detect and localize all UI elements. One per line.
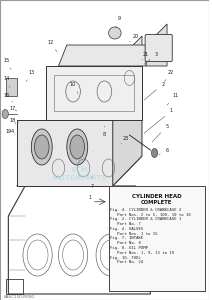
Text: 13: 13 [26,70,34,82]
Ellipse shape [35,135,49,159]
Text: Fig. 8. OIL PUMP: Fig. 8. OIL PUMP [110,246,148,250]
Polygon shape [17,120,113,186]
Ellipse shape [70,135,85,159]
Polygon shape [113,36,142,120]
Polygon shape [113,90,142,186]
Text: Part No. 8: Part No. 8 [110,241,141,245]
Text: 16: 16 [3,94,13,102]
Text: 8: 8 [103,126,106,137]
Text: 12: 12 [47,40,57,52]
Circle shape [151,148,158,158]
Text: Part Nos. 2 to 5, 100, 10 to 18: Part Nos. 2 to 5, 100, 10 to 18 [110,212,191,216]
Text: ECM
MOTORPARTS: ECM MOTORPARTS [52,167,106,181]
Text: Fig. 10. FUEL: Fig. 10. FUEL [110,256,141,260]
Text: 5: 5 [152,124,169,142]
Text: 4: 4 [11,123,16,134]
Ellipse shape [31,129,52,165]
Text: 17: 17 [9,106,17,111]
Polygon shape [17,156,142,186]
Polygon shape [59,45,146,66]
FancyBboxPatch shape [145,34,172,62]
Text: Fig. 7. INTAKE: Fig. 7. INTAKE [110,236,144,240]
Text: 2: 2 [144,82,165,100]
Text: Part No. 7: Part No. 7 [110,222,141,226]
Text: 19: 19 [5,130,15,135]
Text: CYLINDER HEAD: CYLINDER HEAD [132,194,181,199]
Polygon shape [146,24,167,66]
Text: Part Nos. 1, 9, 13 to 19: Part Nos. 1, 9, 13 to 19 [110,251,174,255]
Text: 14: 14 [3,76,10,87]
Bar [6,78,17,96]
Bar [54,75,134,111]
Text: Fig. 4. VALVES: Fig. 4. VALVES [110,227,144,231]
Text: 7: 7 [90,177,93,188]
Text: 9: 9 [116,16,120,27]
Text: 1: 1 [88,195,91,200]
Text: Fig. 4. CYLINDER & CRANKCASE 2: Fig. 4. CYLINDER & CRANKCASE 2 [110,208,181,212]
Text: 6: 6 [159,148,169,154]
Text: 21: 21 [142,52,149,60]
Ellipse shape [67,129,88,165]
Text: 1: 1 [144,109,173,133]
Ellipse shape [109,27,121,39]
Bar [109,186,205,291]
Text: 18: 18 [9,118,19,123]
Circle shape [2,110,8,118]
Text: 11: 11 [167,94,179,105]
Text: 3: 3 [144,52,158,64]
Text: 6A6C150-R050: 6A6C150-R050 [4,295,35,298]
Polygon shape [46,66,142,120]
Text: 22: 22 [165,70,174,82]
Text: 20: 20 [130,34,139,42]
Text: 10: 10 [70,82,78,94]
Text: Part No. 24: Part No. 24 [110,260,144,264]
Text: 15: 15 [3,58,11,70]
Bar [6,279,23,294]
Text: COMPLETE: COMPLETE [141,200,172,205]
Text: 23: 23 [121,136,128,144]
Text: Part Nos. 1 to 15: Part Nos. 1 to 15 [110,232,158,236]
Text: Fig. 2. CYLINDER & CRANKCASE 1: Fig. 2. CYLINDER & CRANKCASE 1 [110,217,181,221]
